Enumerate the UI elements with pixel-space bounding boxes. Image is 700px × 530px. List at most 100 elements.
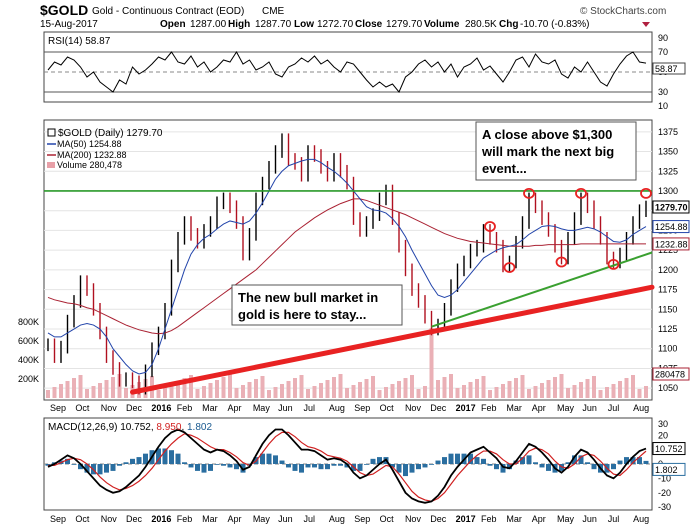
macd-hist-bar bbox=[266, 453, 272, 464]
macd-hist-bar bbox=[526, 455, 532, 464]
svg-text:1287.00: 1287.00 bbox=[190, 19, 227, 30]
macd-hist-bar bbox=[442, 457, 447, 464]
macd-hist-bar bbox=[572, 455, 577, 464]
macd-x-axis-label: Jul bbox=[304, 514, 316, 524]
volume-bar bbox=[267, 390, 271, 398]
macd-hist-bar bbox=[292, 464, 298, 471]
volume-bar bbox=[579, 382, 583, 398]
volume-bar bbox=[410, 375, 414, 398]
macd-hist-bar bbox=[117, 464, 122, 466]
macd-hist-bar bbox=[578, 455, 584, 464]
price-tick-label: 1125 bbox=[658, 324, 677, 334]
volume-bar bbox=[299, 375, 304, 398]
macd-x-axis-label: Oct bbox=[380, 514, 395, 524]
rsi-tick-label: 30 bbox=[658, 87, 668, 97]
volume-bar bbox=[618, 381, 622, 398]
volume-bar bbox=[124, 388, 128, 398]
ma200-line bbox=[47, 198, 647, 335]
macd-hist-bar bbox=[370, 458, 376, 464]
macd-hist-bar bbox=[344, 464, 350, 468]
rsi-tick-label: 70 bbox=[658, 47, 668, 57]
volume-bar bbox=[221, 377, 226, 398]
volume-bar bbox=[254, 379, 258, 398]
value-flag-label: 1279.70 bbox=[655, 202, 688, 212]
volume-bar bbox=[449, 374, 453, 398]
macd-hist-bar bbox=[195, 464, 200, 471]
volume-bar bbox=[611, 384, 616, 398]
macd-hist-bar bbox=[110, 464, 116, 471]
header-date: 15-Aug-2017 bbox=[40, 19, 98, 30]
macd-x-axis-label: May bbox=[253, 514, 271, 524]
macd-hist-bar bbox=[273, 455, 278, 464]
macd-hist-bar bbox=[227, 464, 233, 468]
volume-bar bbox=[390, 384, 395, 398]
volume-bar bbox=[501, 384, 505, 398]
volume-bar bbox=[631, 375, 635, 398]
pivot-circle bbox=[484, 221, 496, 232]
macd-x-axis-label: Mar bbox=[202, 514, 218, 524]
symbol-title: $GOLD bbox=[40, 2, 88, 18]
macd-tick-label: -30 bbox=[658, 502, 671, 512]
volume-bar bbox=[364, 379, 369, 398]
macd-hist-bar bbox=[299, 464, 304, 473]
macd-hist-bar bbox=[585, 462, 590, 464]
x-axis-label: Sep bbox=[354, 403, 370, 413]
macd-hist-bar bbox=[78, 464, 83, 470]
legend-price: $GOLD (Daily) 1279.70 bbox=[58, 128, 163, 139]
macd-hist-bar bbox=[643, 460, 649, 464]
volume-bar bbox=[384, 387, 388, 398]
macd-panel: MACD(12,26,9) 10.752, 8.950, 1.802 30 201… bbox=[43, 417, 686, 524]
macd-tick-label: 30 bbox=[658, 419, 668, 429]
volume-bar bbox=[176, 381, 180, 398]
macd-x-axis-label: Jun bbox=[278, 514, 293, 524]
volume-bar bbox=[72, 378, 76, 398]
macd-hist-bar bbox=[221, 464, 226, 466]
rsi-value-label: 58.87 bbox=[655, 64, 678, 74]
x-axis-label: Apr bbox=[532, 403, 546, 413]
macd-value-flag bbox=[652, 462, 686, 476]
macd-x-axis-label: 2016 bbox=[151, 514, 171, 524]
volume-bar bbox=[319, 383, 323, 398]
macd-hist-bar bbox=[84, 464, 90, 473]
svg-text:-10.70 (-0.83%): -10.70 (-0.83%) bbox=[520, 19, 589, 30]
volume-bar bbox=[280, 384, 284, 398]
svg-text:1287.70: 1287.70 bbox=[255, 19, 292, 30]
macd-title: MACD(12,26,9) 10.752, 8.950, 1.802 bbox=[48, 422, 212, 433]
volume-bar bbox=[156, 390, 161, 398]
volume-bar bbox=[247, 382, 252, 398]
x-axis-label: Feb bbox=[177, 403, 193, 413]
annotation-bull-market: The new bull market in gold is here to s… bbox=[231, 284, 403, 326]
macd-hist-bar bbox=[396, 464, 402, 473]
macd-x-axis-label: 2017 bbox=[456, 514, 476, 524]
legend-ma50: MA(50) 1254.88 bbox=[57, 139, 122, 149]
macd-hist-bar bbox=[591, 464, 597, 470]
rsi-panel-frame bbox=[43, 31, 653, 103]
macd-hist-bar bbox=[130, 458, 135, 464]
volume-bar bbox=[572, 385, 577, 398]
macd-hist-bar bbox=[481, 458, 486, 464]
macd-hist-bar bbox=[494, 464, 499, 470]
svg-text:gold is here to stay...: gold is here to stay... bbox=[238, 307, 366, 322]
svg-text:A close above $1,300: A close above $1,300 bbox=[482, 127, 612, 142]
macd-hist-bar bbox=[136, 457, 142, 464]
macd-hist-bar bbox=[364, 464, 369, 465]
macd-hist-bar bbox=[487, 464, 493, 466]
volume-bar bbox=[533, 386, 538, 398]
volume-bar bbox=[325, 380, 330, 398]
price-tick-label: 1175 bbox=[658, 285, 677, 295]
volume-bar bbox=[59, 384, 63, 398]
ma50-line bbox=[47, 158, 647, 375]
symbol-description: Gold - Continuous Contract (EOD) bbox=[92, 6, 244, 17]
macd-x-axis-label: Aug bbox=[329, 514, 345, 524]
volume-bar bbox=[553, 377, 557, 398]
volume-bar bbox=[507, 381, 512, 398]
volume-bar bbox=[598, 390, 603, 398]
volume-bar bbox=[345, 388, 349, 398]
macd-x-axis-label: Dec bbox=[430, 514, 447, 524]
volume-bar bbox=[260, 376, 265, 398]
x-axis-label: Jul bbox=[608, 403, 620, 413]
macd-hist-bar bbox=[234, 464, 239, 470]
macd-hist-bar bbox=[455, 453, 460, 464]
x-axis-label: 2016 bbox=[151, 403, 171, 413]
rsi-panel: RSI(14) 58.87 9070503010 58.87 bbox=[43, 31, 686, 111]
